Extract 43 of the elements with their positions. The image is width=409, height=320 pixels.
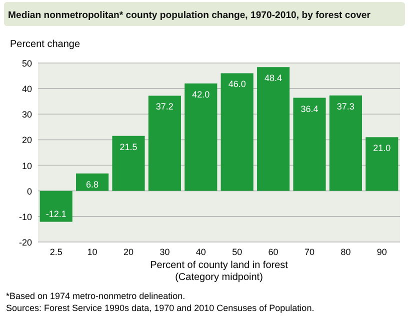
- bar: [40, 190, 72, 222]
- chart-title: Median nonmetropolitan* county population change, 1970-2010, by forest cover: [8, 10, 371, 21]
- data-label: 48.4: [264, 73, 282, 84]
- x-tick-label: 80: [340, 247, 351, 257]
- source-note: Sources: Forest Service 1990s data, 1970 and 2010 Censuses of Population.: [6, 303, 314, 313]
- x-tick-label: 70: [304, 247, 315, 257]
- bar: [257, 67, 290, 191]
- data-label: 21.0: [373, 143, 391, 154]
- x-tick-label: 40: [196, 247, 206, 257]
- data-label: 42.0: [192, 89, 210, 100]
- text: *Based on 1974 metro-nonmetro delineation.: [6, 291, 186, 301]
- bar: [366, 137, 398, 191]
- x-tick-label: 30: [160, 247, 170, 257]
- bar: [220, 73, 254, 191]
- y-tick-label: 0: [26, 186, 32, 196]
- y-tick-label: 20: [22, 135, 32, 146]
- y-tick-label: 50: [22, 58, 32, 68]
- bar: [293, 98, 326, 191]
- data-label: 46.0: [228, 79, 246, 90]
- bar: [329, 95, 362, 191]
- bar: [184, 83, 218, 191]
- x-tick-label: 60: [268, 247, 278, 257]
- data-label: 37.2: [156, 102, 174, 112]
- x-tick-label: 50: [232, 247, 242, 257]
- y-axis-title: Percent change: [10, 39, 80, 50]
- y-tick-label: -20: [18, 238, 32, 248]
- data-label: 21.5: [120, 142, 138, 152]
- x-tick-label: 2.5: [50, 247, 62, 257]
- x-tick-label: 20: [123, 247, 134, 257]
- bar: [76, 173, 109, 191]
- data-label: 37.3: [336, 101, 354, 112]
- y-tick-label: -10: [18, 212, 32, 222]
- x-axis-title: Percent of county land in forest (Category midpoint): [150, 260, 288, 283]
- x-tick-label: 90: [376, 247, 387, 257]
- y-tick-label: 30: [22, 110, 32, 120]
- x-tick-label: 10: [87, 247, 98, 257]
- data-label: 6.8: [86, 179, 99, 190]
- data-label: -12.1: [46, 208, 66, 219]
- data-label: 36.4: [300, 104, 318, 114]
- bar: [148, 96, 181, 191]
- bar: [112, 136, 145, 191]
- y-tick-label: 40: [22, 84, 32, 94]
- y-tick-label: 10: [22, 160, 32, 171]
